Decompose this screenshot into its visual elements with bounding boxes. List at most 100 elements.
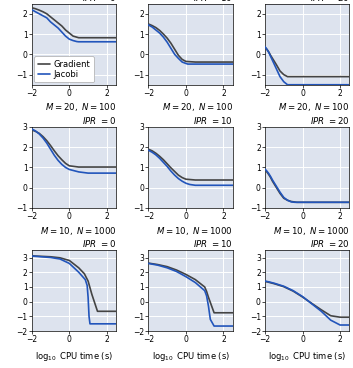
Gradient — [30, 128, 34, 132]
Line: Jacobi: Jacobi — [32, 256, 116, 324]
Jacobi — [267, 280, 271, 284]
Gradient — [289, 74, 293, 79]
Jacobi — [269, 174, 273, 179]
Line: Gradient: Gradient — [265, 47, 349, 77]
Line: Gradient: Gradient — [148, 263, 233, 313]
Gradient — [173, 47, 177, 52]
Gradient — [37, 8, 41, 13]
Jacobi — [67, 261, 71, 266]
Jacobi — [272, 281, 276, 286]
Jacobi — [52, 23, 56, 27]
Gradient — [146, 22, 150, 26]
Gradient — [77, 36, 81, 40]
Jacobi — [77, 270, 81, 275]
Jacobi — [278, 190, 282, 194]
Gradient — [285, 198, 289, 202]
Jacobi — [67, 167, 71, 172]
Text: $M = 10,\ N = 100$
IPR $= 0$: $M = 10,\ N = 100$ IPR $= 0$ — [45, 0, 116, 3]
Jacobi — [270, 58, 275, 63]
Line: Jacobi: Jacobi — [148, 263, 233, 326]
Jacobi — [193, 280, 197, 285]
Jacobi — [161, 160, 166, 164]
Gradient — [150, 149, 154, 153]
Jacobi — [291, 82, 295, 87]
Jacobi — [176, 176, 180, 181]
Gradient — [165, 162, 169, 166]
Jacobi — [169, 46, 173, 50]
Jacobi — [45, 141, 49, 145]
Gradient — [270, 179, 275, 183]
Jacobi — [34, 10, 38, 14]
Gradient — [295, 74, 299, 79]
Jacobi — [347, 323, 352, 327]
Jacobi — [265, 169, 269, 173]
Text: $M = 10,\ N = 1000$
IPR $= 20$: $M = 10,\ N = 1000$ IPR $= 20$ — [273, 224, 349, 250]
Text: $M = 20,\ N = 100$
IPR $= 10$: $M = 20,\ N = 100$ IPR $= 10$ — [162, 101, 233, 126]
Jacobi — [39, 255, 43, 259]
Line: Gradient: Gradient — [265, 282, 349, 317]
Jacobi — [67, 37, 71, 41]
Jacobi — [146, 23, 150, 27]
Text: $M = 10,\ N = 1000$
IPR $= 0$: $M = 10,\ N = 1000$ IPR $= 0$ — [40, 224, 116, 250]
Jacobi — [231, 62, 235, 66]
Gradient — [278, 191, 282, 195]
Gradient — [212, 311, 216, 315]
Jacobi — [269, 54, 273, 59]
Jacobi — [208, 317, 213, 322]
Jacobi — [114, 171, 118, 175]
Gradient — [37, 131, 41, 135]
Gradient — [60, 158, 64, 162]
Gradient — [52, 18, 56, 22]
Jacobi — [207, 304, 211, 308]
Jacobi — [347, 200, 352, 205]
Gradient — [165, 265, 169, 269]
Jacobi — [263, 45, 267, 49]
Gradient — [45, 12, 49, 16]
Gradient — [60, 24, 64, 28]
Gradient — [310, 200, 314, 205]
Jacobi — [300, 294, 305, 299]
Gradient — [265, 170, 269, 174]
Jacobi — [88, 322, 92, 326]
Jacobi — [291, 289, 295, 293]
Jacobi — [41, 14, 45, 18]
Gradient — [267, 50, 271, 54]
Gradient — [285, 74, 289, 79]
Jacobi — [180, 60, 184, 64]
Gradient — [41, 10, 45, 14]
Gradient — [56, 21, 60, 25]
Gradient — [34, 254, 38, 258]
Gradient — [203, 285, 207, 289]
Jacobi — [184, 61, 188, 66]
Line: Jacobi: Jacobi — [265, 47, 349, 85]
Jacobi — [30, 254, 34, 258]
Jacobi — [156, 263, 160, 268]
Jacobi — [30, 127, 34, 131]
Jacobi — [173, 173, 177, 177]
Gradient — [319, 308, 323, 312]
Jacobi — [161, 35, 166, 39]
Jacobi — [83, 277, 88, 282]
Jacobi — [48, 20, 53, 24]
Gradient — [150, 262, 154, 266]
Text: $M = 20,\ N = 100$
IPR $= 0$: $M = 20,\ N = 100$ IPR $= 0$ — [45, 101, 116, 126]
Jacobi — [56, 26, 60, 30]
Gradient — [169, 41, 173, 45]
Jacobi — [203, 289, 207, 293]
Text: $M = 10,\ N = 100$
IPR $= 10$: $M = 10,\ N = 100$ IPR $= 10$ — [162, 0, 233, 3]
Gradient — [263, 168, 267, 172]
Jacobi — [34, 254, 38, 259]
Jacobi — [274, 66, 279, 71]
Gradient — [157, 154, 162, 159]
X-axis label: $\log_{10}$ CPU time (s): $\log_{10}$ CPU time (s) — [35, 350, 113, 363]
Line: Gradient: Gradient — [32, 8, 116, 38]
Jacobi — [64, 34, 68, 38]
Jacobi — [87, 314, 91, 319]
Jacobi — [157, 31, 162, 35]
Gradient — [56, 153, 60, 158]
Jacobi — [169, 169, 173, 173]
Gradient — [263, 45, 267, 49]
Gradient — [64, 28, 68, 32]
Jacobi — [75, 39, 79, 44]
Jacobi — [165, 40, 169, 45]
